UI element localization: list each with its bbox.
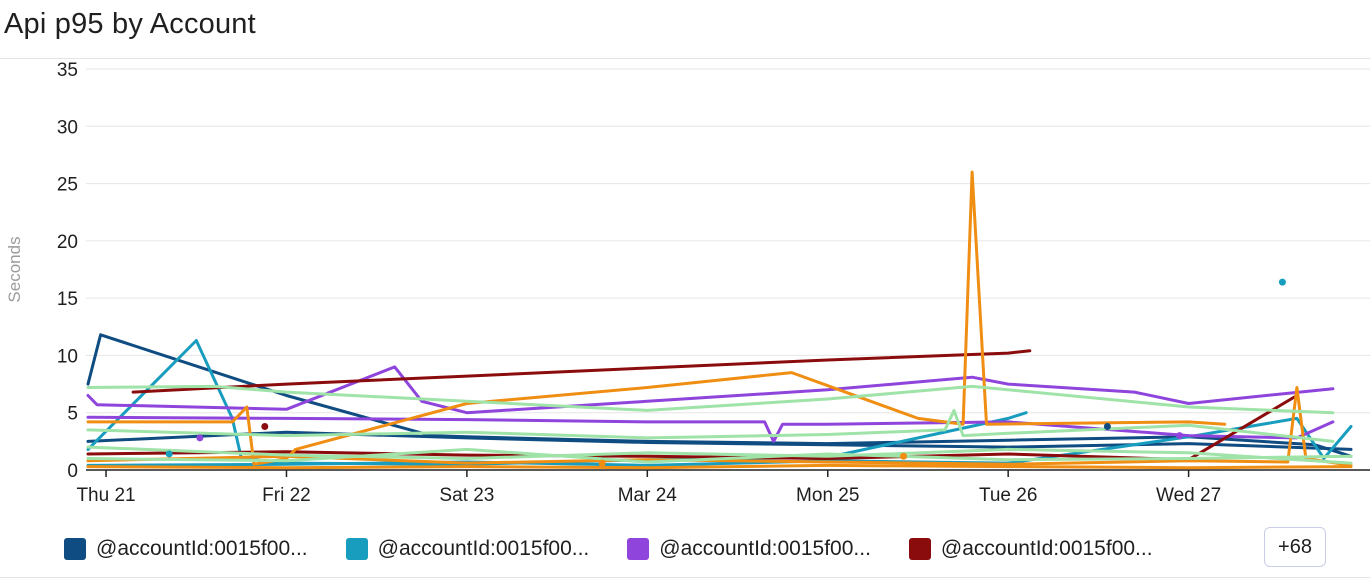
data-point bbox=[196, 434, 204, 442]
legend-item-maroon[interactable]: @accountId:0015f00... bbox=[908, 537, 1153, 561]
data-point bbox=[598, 459, 606, 467]
legend-item-navy[interactable]: @accountId:0015f00... bbox=[64, 537, 308, 561]
y-tick-label: 20 bbox=[57, 232, 78, 253]
data-point bbox=[1103, 422, 1111, 430]
footer-divider bbox=[0, 577, 1370, 578]
series-line bbox=[86, 384, 1335, 415]
chart-plot: 0 5 10 15 20 25 30 35 Seconds Thu 21 Fri 22 Sat 23 M… bbox=[5, 60, 1370, 506]
x-tick-label: Sat 23 bbox=[439, 485, 494, 506]
x-tick-label: Wed 27 bbox=[1156, 485, 1221, 506]
y-tick-label: 35 bbox=[57, 60, 78, 81]
legend-swatch bbox=[627, 538, 650, 560]
series-line bbox=[86, 408, 1335, 443]
legend-label: @accountId:0015f00... bbox=[96, 537, 308, 560]
data-point bbox=[1278, 278, 1286, 286]
data-point bbox=[261, 422, 269, 430]
x-tick-label: Tue 26 bbox=[979, 485, 1037, 506]
series-line bbox=[86, 463, 1353, 470]
header-divider bbox=[0, 58, 1370, 59]
series-line bbox=[86, 365, 1335, 415]
legend-label: @accountId:0015f00... bbox=[940, 537, 1153, 560]
series-line bbox=[86, 430, 1353, 451]
x-tick-label: Mon 25 bbox=[796, 485, 859, 506]
series-line bbox=[86, 170, 1227, 466]
series-line bbox=[86, 447, 1353, 464]
legend: @accountId:0015f00... @accountId:0015f00… bbox=[64, 527, 1191, 571]
more-series-button[interactable]: +68 bbox=[1264, 527, 1326, 567]
y-tick-label: 10 bbox=[57, 346, 78, 367]
legend-swatch bbox=[64, 538, 86, 560]
legend-label: @accountId:0015f00... bbox=[377, 537, 590, 560]
y-tick-label: 15 bbox=[57, 289, 78, 310]
legend-label: @accountId:0015f00... bbox=[659, 537, 871, 560]
series-line bbox=[86, 415, 1335, 443]
y-tick-label: 25 bbox=[57, 175, 78, 196]
y-tick-label: 5 bbox=[67, 404, 78, 425]
legend-swatch bbox=[345, 538, 368, 560]
data-point bbox=[165, 450, 173, 458]
data-point bbox=[900, 452, 908, 460]
data-point bbox=[1176, 432, 1184, 440]
chart-title: Api p95 by Account bbox=[4, 8, 256, 40]
series-line bbox=[131, 349, 1032, 394]
legend-swatch bbox=[908, 538, 931, 560]
x-tick-label: Fri 22 bbox=[262, 485, 311, 506]
series-line bbox=[86, 445, 1353, 465]
legend-item-purple[interactable]: @accountId:0015f00... bbox=[627, 537, 871, 561]
x-tick-label: Mar 24 bbox=[618, 485, 678, 506]
y-axis-label: Seconds bbox=[5, 236, 24, 302]
y-tick-label: 30 bbox=[57, 117, 78, 138]
x-tick-label: Thu 21 bbox=[76, 485, 135, 506]
y-tick-label: 0 bbox=[67, 461, 78, 482]
legend-item-teal[interactable]: @accountId:0015f00... bbox=[345, 537, 590, 561]
